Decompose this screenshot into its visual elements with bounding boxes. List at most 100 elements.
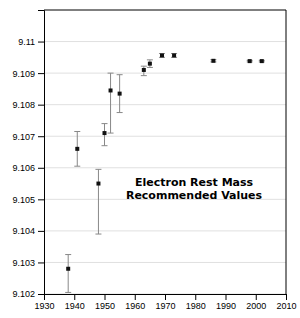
- tick: 9.107: [12, 132, 44, 142]
- tick-label: 2000: [246, 301, 266, 311]
- tick: 1980: [186, 294, 206, 311]
- tick: 9.105: [12, 195, 44, 205]
- tick-mark: [38, 168, 44, 169]
- error-cap: [108, 73, 114, 74]
- tick: 9.103: [12, 258, 44, 268]
- error-bar: [108, 73, 114, 133]
- tick-mark: [105, 294, 106, 300]
- tick-mark: [256, 294, 257, 300]
- tick: 1960: [125, 294, 145, 311]
- error-cap: [74, 131, 80, 132]
- tick: 9.108: [12, 100, 44, 110]
- tick-label: 1950: [95, 301, 115, 311]
- error-cap: [141, 66, 147, 67]
- tick-label: 9.11: [18, 37, 35, 47]
- tick-label: 9.105: [12, 195, 35, 205]
- error-cap: [74, 166, 80, 167]
- tick-mark: [38, 231, 44, 232]
- plot: 1930 1940 1950 1960 1970 1980 1990 2000 2010 9.10…: [12, 10, 296, 311]
- tick: 9.109: [12, 68, 44, 78]
- axis-line: [45, 295, 287, 301]
- error-bar: [95, 169, 101, 234]
- error-cap: [95, 234, 101, 235]
- tick-mark: [286, 294, 287, 300]
- tick-label: 1980: [186, 301, 206, 311]
- axis-line: [38, 11, 45, 295]
- error-line: [98, 169, 99, 234]
- point: [96, 182, 100, 186]
- tick-label: 9.109: [12, 68, 35, 78]
- grid: [44, 42, 286, 294]
- tick-label: 9.104: [12, 226, 35, 236]
- tick-mark: [74, 294, 75, 300]
- point: [75, 147, 79, 151]
- point: [142, 68, 146, 72]
- error-cap: [117, 112, 123, 113]
- tick-label: 9.103: [12, 258, 35, 268]
- tick-mark: [38, 73, 44, 74]
- tick: 1940: [65, 294, 85, 311]
- error-bar: [117, 75, 123, 113]
- error-line: [68, 255, 69, 293]
- error-cap: [102, 145, 108, 146]
- error-cap: [141, 75, 147, 76]
- error-bar: [171, 54, 177, 58]
- tick: 1930: [34, 294, 54, 311]
- tick-label: 1940: [65, 301, 85, 311]
- frame: [44, 10, 286, 11]
- tick: 1950: [95, 294, 115, 311]
- tick-mark: [195, 294, 196, 300]
- grid-line: [44, 104, 286, 105]
- tick-mark: [165, 294, 166, 300]
- tick-mark: [135, 294, 136, 300]
- tick-label: 9.102: [12, 289, 35, 299]
- tick-label: 9.108: [12, 100, 35, 110]
- error-line: [110, 73, 111, 133]
- tick: 2010: [276, 294, 296, 311]
- title: Electron Rest MassRecommended Values: [126, 176, 263, 202]
- error-cap: [102, 123, 108, 124]
- point: [248, 59, 252, 63]
- point: [118, 92, 122, 96]
- chart: 1930 1940 1950 1960 1970 1980 1990 2000 2010 9.10…: [0, 0, 300, 318]
- tick: 9.11: [18, 37, 44, 47]
- grid-line: [44, 136, 286, 137]
- point: [148, 62, 152, 66]
- error-cap: [65, 254, 71, 255]
- tick-label: 9.106: [12, 163, 35, 173]
- tick-mark: [38, 199, 44, 200]
- point: [103, 131, 107, 135]
- error-bar: [65, 255, 71, 293]
- grid-line: [44, 262, 286, 263]
- error-cap: [147, 67, 153, 68]
- tick-label: 1990: [216, 301, 236, 311]
- tick-mark: [226, 294, 227, 300]
- error-bar: [159, 54, 165, 58]
- tick-mark: [38, 262, 44, 263]
- grid-line: [44, 167, 286, 168]
- frame: [286, 10, 287, 294]
- tick-label: 2010: [276, 301, 296, 311]
- error-bar: [147, 60, 153, 68]
- point: [260, 59, 264, 63]
- tick: 1970: [155, 294, 175, 311]
- tick-mark: [38, 294, 44, 295]
- point: [66, 267, 70, 271]
- tick: 9.104: [12, 226, 44, 236]
- tick-label: 1970: [155, 301, 175, 311]
- error-cap: [117, 74, 123, 75]
- tick: 9.106: [12, 163, 44, 173]
- tick: 9.102: [12, 289, 44, 299]
- point: [211, 59, 215, 63]
- error-cap: [95, 169, 101, 170]
- error-bar: [141, 66, 147, 75]
- tick-mark: [38, 105, 44, 106]
- error-cap: [147, 59, 153, 60]
- point: [172, 53, 176, 57]
- tick-mark: [38, 136, 44, 137]
- tick-label: 1960: [125, 301, 145, 311]
- tick: 1990: [216, 294, 236, 311]
- marks: [65, 53, 265, 292]
- point: [109, 88, 113, 92]
- error-cap: [65, 292, 71, 293]
